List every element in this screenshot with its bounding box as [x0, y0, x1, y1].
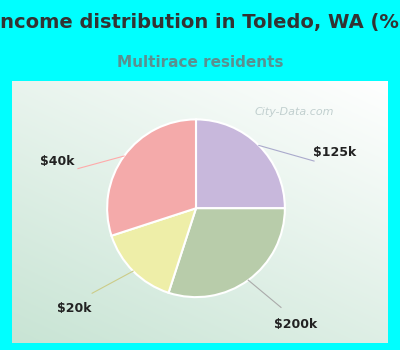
Wedge shape	[196, 119, 285, 208]
Wedge shape	[112, 208, 196, 293]
Text: $125k: $125k	[313, 146, 356, 159]
Text: Multirace residents: Multirace residents	[117, 55, 283, 70]
Text: City-Data.com: City-Data.com	[254, 107, 334, 117]
Text: $20k: $20k	[56, 302, 91, 315]
Text: Income distribution in Toledo, WA (%): Income distribution in Toledo, WA (%)	[0, 13, 400, 32]
Wedge shape	[107, 119, 196, 236]
Text: $40k: $40k	[40, 155, 74, 168]
Text: $200k: $200k	[274, 318, 318, 331]
Wedge shape	[168, 208, 285, 297]
